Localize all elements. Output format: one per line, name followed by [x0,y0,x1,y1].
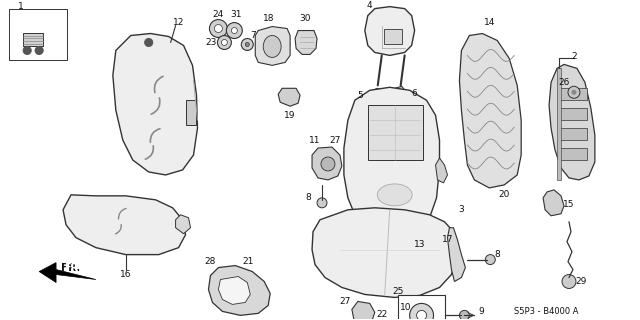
Text: 2: 2 [571,52,577,61]
Circle shape [35,46,43,54]
Bar [559,108,587,120]
Bar [559,128,587,140]
Circle shape [218,36,232,50]
Circle shape [145,38,153,46]
Polygon shape [543,190,564,216]
Text: 27: 27 [329,136,340,145]
Polygon shape [460,34,521,188]
Circle shape [214,25,222,33]
Text: 31: 31 [230,10,242,19]
Bar [384,28,402,44]
Polygon shape [23,33,43,46]
Bar [186,100,195,125]
Circle shape [317,198,327,208]
Text: 3: 3 [458,205,464,214]
Text: 18: 18 [262,14,274,23]
Circle shape [23,46,31,54]
Ellipse shape [377,184,412,206]
Text: 8: 8 [495,250,500,259]
Text: 8: 8 [305,193,311,202]
Text: 26: 26 [558,78,570,87]
Bar [9,9,67,60]
Text: 4: 4 [367,1,372,10]
Circle shape [417,310,427,320]
Text: 30: 30 [300,14,311,23]
Text: 22: 22 [376,310,387,319]
Text: 19: 19 [284,111,296,120]
Polygon shape [255,27,290,65]
Circle shape [245,43,250,46]
Text: 16: 16 [120,270,132,279]
Circle shape [227,23,243,38]
Text: 29: 29 [575,277,587,286]
Circle shape [232,28,237,34]
Polygon shape [436,158,447,183]
Polygon shape [344,87,440,237]
Text: 6: 6 [412,89,417,98]
Polygon shape [295,30,317,54]
Circle shape [460,310,469,320]
Text: 5: 5 [357,91,363,100]
Text: 25: 25 [392,287,403,296]
Text: 12: 12 [173,18,184,27]
Polygon shape [549,64,595,180]
Circle shape [321,157,335,171]
Bar [559,88,587,100]
Polygon shape [209,266,270,316]
Circle shape [410,303,433,320]
Text: 7: 7 [250,31,256,40]
Circle shape [572,90,576,94]
Polygon shape [312,147,342,180]
Polygon shape [370,88,385,104]
Text: 23: 23 [205,38,216,47]
Polygon shape [278,88,300,106]
Circle shape [221,39,227,45]
Text: 24: 24 [212,10,224,19]
Bar [397,295,445,320]
Text: 13: 13 [414,240,426,249]
Text: 21: 21 [243,257,254,266]
Text: 14: 14 [484,18,495,27]
Text: 11: 11 [309,136,321,145]
Ellipse shape [263,36,281,57]
Polygon shape [392,86,408,103]
Polygon shape [39,263,96,283]
Text: 1: 1 [19,2,24,11]
Polygon shape [352,301,375,320]
Circle shape [209,20,227,37]
Text: 17: 17 [442,235,453,244]
Polygon shape [63,195,186,255]
Polygon shape [365,7,415,55]
Bar [559,148,587,160]
Polygon shape [447,228,465,282]
Circle shape [485,255,495,265]
Text: 10: 10 [400,303,412,312]
Text: 27: 27 [339,297,351,306]
Text: S5P3 - B4000 A: S5P3 - B4000 A [515,307,579,316]
Text: FR.: FR. [64,263,82,273]
Text: FR.: FR. [61,263,81,273]
Polygon shape [218,276,250,304]
Text: 20: 20 [499,190,510,199]
Bar [368,105,422,160]
Text: 9: 9 [479,307,484,316]
Text: 28: 28 [205,257,216,266]
Circle shape [568,86,580,98]
Bar [557,68,561,180]
Circle shape [562,275,576,288]
Polygon shape [312,208,458,297]
Text: 15: 15 [563,200,575,209]
Polygon shape [175,215,191,234]
Circle shape [241,38,253,51]
Polygon shape [113,34,198,175]
